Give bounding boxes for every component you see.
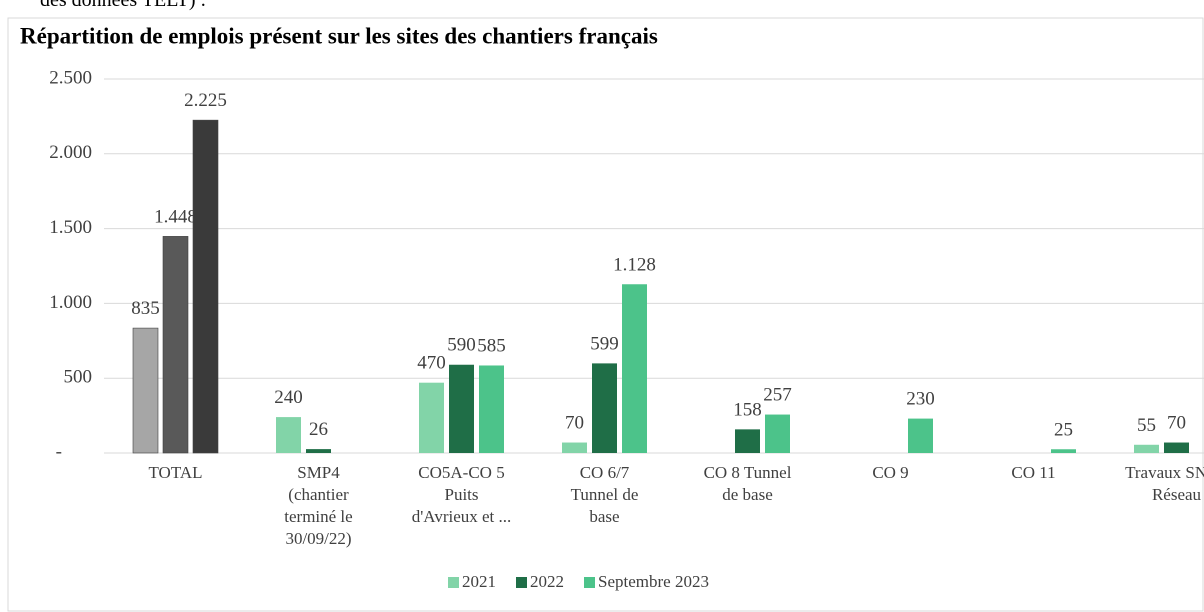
data-label: 835 xyxy=(131,298,160,319)
bar xyxy=(192,119,219,454)
legend-swatch xyxy=(516,577,527,588)
x-tick-label: TOTAL xyxy=(148,463,202,482)
x-tick-label: CO 11 xyxy=(1011,463,1055,482)
y-tick-label: 500 xyxy=(64,367,93,388)
bar xyxy=(132,327,159,454)
data-label: 158 xyxy=(733,399,762,420)
data-label: 25 xyxy=(1054,419,1073,440)
data-label: 599 xyxy=(590,333,619,354)
legend-label: 2021 xyxy=(462,572,496,591)
bar xyxy=(908,418,933,453)
data-label: 230 xyxy=(906,389,935,410)
data-label: 257 xyxy=(763,385,792,406)
x-tick-label: CO 9 xyxy=(872,463,908,482)
bar xyxy=(562,442,587,453)
legend-label: 2022 xyxy=(530,572,564,591)
x-tick-label: SMP4 (chantier terminé le 30/09/22) xyxy=(284,463,352,548)
bar xyxy=(306,449,331,453)
data-label: 1.448 xyxy=(154,206,197,227)
data-label: 240 xyxy=(274,387,303,408)
y-tick-label: 2.500 xyxy=(49,67,92,88)
bar xyxy=(765,414,790,453)
chart-title: Répartition de emplois présent sur les s… xyxy=(20,23,658,48)
legend-swatch xyxy=(448,577,459,588)
x-tick-label: CO5A-CO 5 Puits d'Avrieux et ... xyxy=(412,463,512,526)
bar xyxy=(735,429,760,453)
x-tick-label: CO 8 Tunnel de base xyxy=(704,463,792,504)
bar xyxy=(1134,444,1159,453)
x-tick-label: CO 6/7 Tunnel de base xyxy=(571,463,639,526)
bar xyxy=(1051,449,1076,453)
data-label: 70 xyxy=(565,413,584,434)
bar xyxy=(419,382,444,453)
bar xyxy=(449,364,474,453)
legend-label: Septembre 2023 xyxy=(598,572,709,591)
bar xyxy=(276,417,301,453)
legend-swatch xyxy=(584,577,595,588)
bar xyxy=(592,363,617,453)
bar xyxy=(1164,442,1189,453)
bar xyxy=(162,236,189,454)
bar xyxy=(622,284,647,453)
data-label: 1.128 xyxy=(613,254,656,275)
data-label: 2.225 xyxy=(184,90,227,111)
data-label: 26 xyxy=(309,419,328,440)
y-tick-label: 1.000 xyxy=(49,292,92,313)
y-tick-label: 1.500 xyxy=(49,217,92,238)
y-tick-label: 2.000 xyxy=(49,142,92,163)
x-tick-label: Travaux SNCFRéseau xyxy=(1125,463,1204,504)
data-label: 70 xyxy=(1167,413,1186,434)
data-label: 470 xyxy=(417,353,446,374)
data-label: 590 xyxy=(447,335,476,356)
y-tick-label: - xyxy=(56,441,62,462)
above-text: des données TELT) : xyxy=(40,0,206,11)
data-label: 55 xyxy=(1137,415,1156,436)
bar xyxy=(479,365,504,453)
data-label: 585 xyxy=(477,335,506,356)
